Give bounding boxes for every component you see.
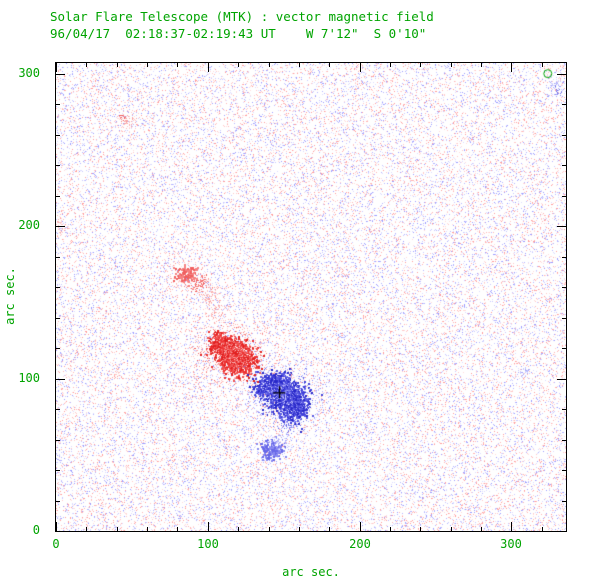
tick-mark — [481, 63, 482, 67]
tick-mark — [147, 527, 148, 531]
tick-mark — [451, 63, 452, 67]
tick-mark — [451, 527, 452, 531]
tick-mark — [562, 104, 566, 105]
tick-mark — [56, 63, 57, 72]
tick-mark — [56, 348, 60, 349]
tick-mark — [420, 63, 421, 67]
tick-mark — [562, 196, 566, 197]
tick-mark — [557, 531, 566, 532]
tick-mark — [557, 226, 566, 227]
tick-mark — [56, 470, 60, 471]
tick-mark — [56, 379, 65, 380]
x-tick-labels: 0 100 200 300 — [52, 537, 566, 553]
tick-mark — [56, 74, 65, 75]
y-tick-label: 0 — [32, 523, 40, 537]
tick-mark — [481, 527, 482, 531]
tick-mark — [238, 63, 239, 67]
tick-mark — [56, 287, 60, 288]
x-tick-label: 200 — [349, 537, 371, 551]
plot-area — [55, 62, 567, 532]
tick-mark — [208, 63, 209, 72]
y-tick-labels: 0 100 200 300 — [0, 62, 48, 537]
tick-mark — [511, 63, 512, 72]
chart-subtitle: 96/04/17 02:18:37-02:19:43 UT W 7'12" S … — [50, 26, 427, 41]
tick-mark — [562, 440, 566, 441]
tick-mark — [562, 348, 566, 349]
x-tick-label: 100 — [197, 537, 219, 551]
tick-mark — [56, 501, 60, 502]
tick-mark — [360, 63, 361, 72]
tick-mark — [208, 522, 209, 531]
tick-mark — [557, 379, 566, 380]
tick-mark — [86, 63, 87, 67]
tick-mark — [147, 63, 148, 67]
tick-mark — [56, 257, 60, 258]
tick-mark — [542, 527, 543, 531]
y-tick-label: 300 — [18, 66, 40, 80]
tick-mark — [562, 501, 566, 502]
tick-mark — [56, 226, 65, 227]
tick-mark — [390, 63, 391, 67]
tick-mark — [562, 165, 566, 166]
tick-mark — [511, 522, 512, 531]
tick-mark — [562, 318, 566, 319]
tick-mark — [360, 522, 361, 531]
tick-mark — [56, 409, 60, 410]
tick-mark — [562, 470, 566, 471]
tick-mark — [56, 196, 60, 197]
tick-mark — [562, 257, 566, 258]
tick-mark — [329, 63, 330, 67]
y-tick-label: 100 — [18, 371, 40, 385]
x-axis-title: arc sec. — [282, 565, 340, 579]
tick-mark — [238, 527, 239, 531]
tick-mark — [299, 527, 300, 531]
tick-mark — [269, 63, 270, 67]
tick-mark — [562, 409, 566, 410]
tick-mark — [56, 318, 60, 319]
y-axis-title: arc sec. — [3, 267, 17, 325]
magnetogram-canvas — [56, 63, 566, 531]
tick-mark — [269, 527, 270, 531]
tick-mark — [177, 63, 178, 67]
tick-mark — [117, 527, 118, 531]
tick-mark — [86, 527, 87, 531]
x-tick-label: 300 — [500, 537, 522, 551]
tick-mark — [562, 287, 566, 288]
tick-mark — [56, 165, 60, 166]
tick-mark — [557, 74, 566, 75]
tick-mark — [562, 135, 566, 136]
tick-mark — [56, 104, 60, 105]
tick-mark — [299, 63, 300, 67]
tick-mark — [56, 440, 60, 441]
tick-mark — [56, 522, 57, 531]
y-tick-label: 200 — [18, 218, 40, 232]
tick-mark — [329, 527, 330, 531]
tick-mark — [56, 135, 60, 136]
tick-mark — [117, 63, 118, 67]
tick-mark — [420, 527, 421, 531]
tick-mark — [390, 527, 391, 531]
tick-mark — [56, 531, 65, 532]
x-tick-label: 0 — [52, 537, 60, 551]
tick-mark — [542, 63, 543, 67]
chart-title: Solar Flare Telescope (MTK) : vector mag… — [50, 9, 434, 24]
tick-mark — [177, 527, 178, 531]
